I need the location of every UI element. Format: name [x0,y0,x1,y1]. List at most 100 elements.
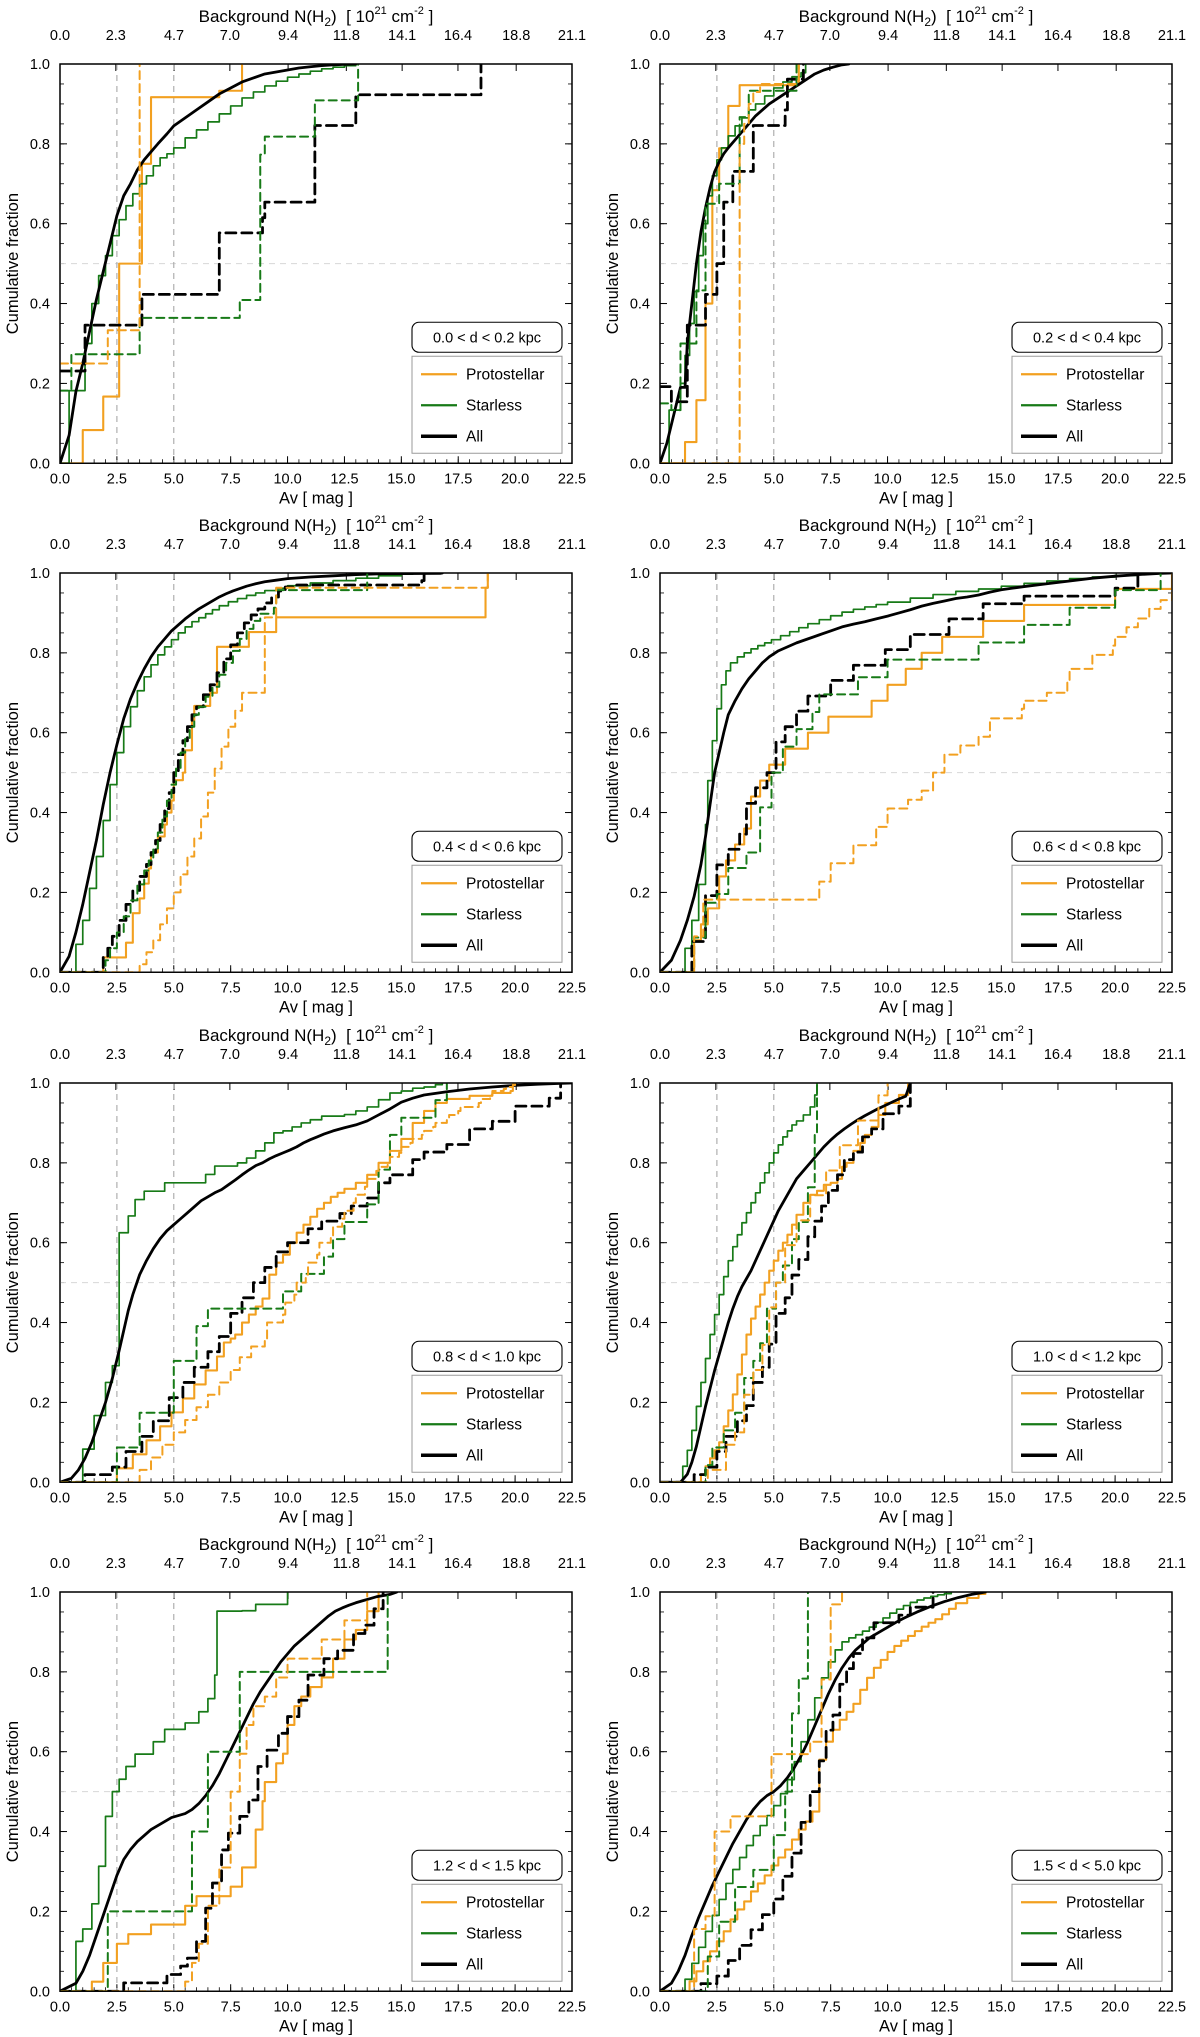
svg-text:2.5: 2.5 [707,1490,727,1506]
svg-text:Av [ mag ]: Av [ mag ] [879,489,953,507]
svg-text:7.0: 7.0 [220,1047,240,1063]
svg-text:Cumulative fraction: Cumulative fraction [604,193,622,334]
svg-text:2.3: 2.3 [106,1047,126,1063]
svg-text:Starless: Starless [1066,1416,1122,1433]
svg-text:5.0: 5.0 [764,1490,784,1506]
svg-text:0.0: 0.0 [30,456,50,472]
svg-text:20.0: 20.0 [501,981,529,997]
svg-text:0.4: 0.4 [630,1824,650,1840]
svg-text:All: All [466,1447,483,1464]
svg-text:Av [ mag ]: Av [ mag ] [879,999,953,1017]
svg-text:14.1: 14.1 [388,28,416,44]
svg-text:4.7: 4.7 [764,1556,784,1572]
svg-text:Cumulative fraction: Cumulative fraction [4,1721,22,1862]
svg-text:0.8: 0.8 [30,1665,50,1681]
svg-text:0.0: 0.0 [650,981,670,997]
svg-text:0.0: 0.0 [50,1999,70,2015]
svg-text:0.4: 0.4 [30,297,50,313]
svg-text:0.8: 0.8 [30,1155,50,1171]
svg-text:1.2 < d < 1.5 kpc: 1.2 < d < 1.5 kpc [433,1858,541,1874]
svg-text:12.5: 12.5 [330,1999,358,2015]
svg-text:21.1: 21.1 [1158,1556,1186,1572]
svg-text:14.1: 14.1 [388,537,416,553]
svg-text:20.0: 20.0 [1101,1999,1129,2015]
svg-text:Starless: Starless [1066,907,1122,924]
svg-text:1.0: 1.0 [30,1076,50,1092]
svg-text:0.0: 0.0 [30,1984,50,2000]
svg-text:0.6: 0.6 [630,726,650,742]
svg-text:0.0: 0.0 [50,471,70,487]
svg-text:0.6 < d < 0.8 kpc: 0.6 < d < 0.8 kpc [1033,840,1141,856]
svg-text:0.0: 0.0 [30,1475,50,1491]
svg-text:2.3: 2.3 [706,1047,726,1063]
svg-text:0.4: 0.4 [30,1824,50,1840]
svg-text:21.1: 21.1 [1158,28,1186,44]
svg-text:17.5: 17.5 [444,1490,472,1506]
svg-text:0.2 < d < 0.4 kpc: 0.2 < d < 0.4 kpc [1033,330,1141,346]
svg-text:0.8: 0.8 [630,1665,650,1681]
svg-text:0.2: 0.2 [630,376,650,392]
svg-text:10.0: 10.0 [873,1490,901,1506]
svg-text:Background N(H2) [ 1021 cm-2: Background N(H2) [ 1021 cm-2 ] [799,1533,1034,1557]
svg-text:12.5: 12.5 [930,981,958,997]
svg-text:4.7: 4.7 [764,28,784,44]
svg-text:7.0: 7.0 [220,1556,240,1572]
svg-text:All: All [1066,938,1083,955]
svg-text:14.1: 14.1 [988,28,1016,44]
svg-text:22.5: 22.5 [558,471,586,487]
svg-text:Protostellar: Protostellar [1066,876,1144,893]
svg-text:11.8: 11.8 [933,28,960,44]
svg-text:1.0 < d < 1.2 kpc: 1.0 < d < 1.2 kpc [1033,1349,1141,1365]
svg-text:16.4: 16.4 [444,1556,472,1572]
svg-text:18.8: 18.8 [502,1556,530,1572]
svg-text:0.0: 0.0 [30,966,50,982]
svg-text:10.0: 10.0 [273,981,301,997]
svg-text:0.2: 0.2 [30,1904,50,1920]
svg-text:9.4: 9.4 [278,28,298,44]
svg-text:10.0: 10.0 [873,471,901,487]
svg-text:Protostellar: Protostellar [466,366,544,383]
svg-text:0.0: 0.0 [50,981,70,997]
svg-text:1.0: 1.0 [630,57,650,73]
svg-text:7.5: 7.5 [221,981,241,997]
svg-text:10.0: 10.0 [873,981,901,997]
svg-text:2.5: 2.5 [707,1999,727,2015]
svg-text:0.6: 0.6 [630,1744,650,1760]
svg-text:0.6: 0.6 [630,217,650,233]
svg-text:10.0: 10.0 [873,1999,901,2015]
svg-text:22.5: 22.5 [558,1490,586,1506]
svg-text:15.0: 15.0 [387,981,415,997]
svg-text:Av [ mag ]: Av [ mag ] [279,2017,353,2035]
svg-text:5.0: 5.0 [764,471,784,487]
svg-text:7.0: 7.0 [820,28,840,44]
svg-text:16.4: 16.4 [444,28,472,44]
svg-text:Background N(H2) [ 1021 cm-2: Background N(H2) [ 1021 cm-2 ] [799,514,1034,538]
svg-text:11.8: 11.8 [333,28,360,44]
svg-text:Protostellar: Protostellar [466,1385,544,1402]
svg-text:4.7: 4.7 [764,537,784,553]
svg-text:0.0: 0.0 [650,1490,670,1506]
svg-text:5.0: 5.0 [764,1999,784,2015]
svg-text:All: All [1066,1956,1083,1973]
svg-text:14.1: 14.1 [388,1556,416,1572]
svg-text:Starless: Starless [1066,1925,1122,1942]
svg-text:Protostellar: Protostellar [466,1894,544,1911]
svg-text:20.0: 20.0 [501,1490,529,1506]
svg-text:20.0: 20.0 [1101,1490,1129,1506]
svg-text:21.1: 21.1 [558,1047,586,1063]
svg-text:0.2: 0.2 [30,886,50,902]
svg-text:5.0: 5.0 [164,1999,184,2015]
svg-text:All: All [1066,428,1083,445]
svg-text:15.0: 15.0 [387,1490,415,1506]
svg-text:0.0: 0.0 [50,1047,70,1063]
svg-text:0.4: 0.4 [630,1315,650,1331]
svg-text:10.0: 10.0 [273,471,301,487]
svg-text:12.5: 12.5 [930,471,958,487]
svg-text:Background N(H2) [ 1021 cm-2: Background N(H2) [ 1021 cm-2 ] [199,5,434,29]
svg-text:4.7: 4.7 [164,537,184,553]
svg-text:1.0: 1.0 [630,1585,650,1601]
svg-text:16.4: 16.4 [444,537,472,553]
svg-text:Av [ mag ]: Av [ mag ] [279,1508,353,1526]
svg-text:21.1: 21.1 [558,28,586,44]
svg-text:16.4: 16.4 [1044,1047,1072,1063]
